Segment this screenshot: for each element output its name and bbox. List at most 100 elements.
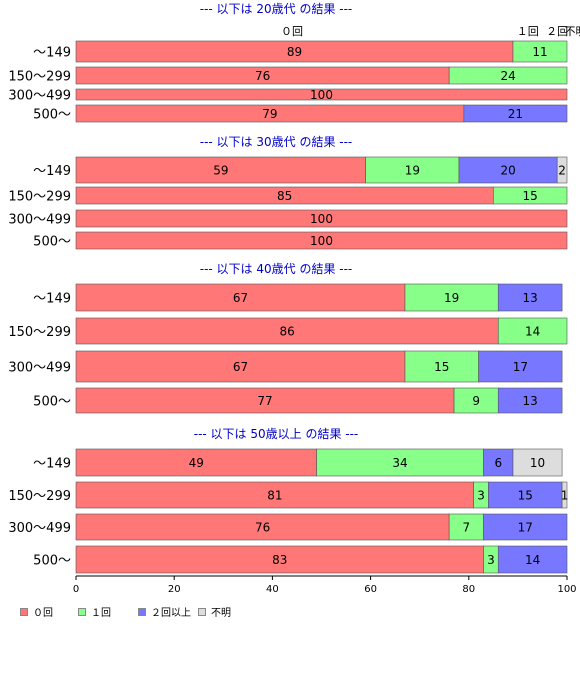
row-label: 150～299 [8, 489, 71, 504]
legend-label-0: ０回 [33, 608, 53, 619]
bar-segment [488, 481, 563, 509]
bar-value-label: 67 [233, 360, 248, 374]
row-label: 300～499 [8, 521, 71, 536]
bar-segment [497, 317, 568, 345]
bar-segment [75, 283, 406, 312]
row-label: ～149 [33, 292, 71, 307]
bar-value-label: 100 [310, 212, 333, 226]
row-label: 500～ [33, 235, 71, 250]
bar-value-label: 21 [508, 107, 523, 121]
bar-segment [75, 317, 499, 345]
bar-segment [512, 448, 563, 477]
x-tick-label: 20 [168, 584, 181, 595]
bar-segment [556, 156, 568, 184]
row-label: ～149 [33, 164, 71, 179]
bar-value-label: 89 [287, 45, 302, 59]
bar-segment [497, 545, 568, 574]
x-tick-label: 40 [266, 584, 279, 595]
bar-value-label: 76 [255, 521, 270, 535]
row-label: 300～499 [8, 361, 71, 376]
bar-segment [75, 448, 317, 477]
bar-value-label: 7 [463, 521, 471, 535]
bar-value-label: 83 [272, 553, 287, 567]
x-tick-label: 0 [73, 584, 79, 595]
bar-segment [497, 283, 563, 312]
legend-swatch-1 [78, 607, 86, 616]
bar-value-label: 34 [392, 456, 407, 470]
bar-value-label: 77 [257, 394, 272, 408]
legend-label-1: １回 [91, 608, 111, 619]
bar-value-label: 14 [525, 553, 540, 567]
row-label: 300～499 [8, 89, 71, 104]
bar-value-label: 85 [277, 189, 292, 203]
row-label: 150～299 [8, 190, 71, 205]
bar-segment [483, 513, 568, 541]
row-label: 150～299 [8, 325, 71, 340]
legend-swatch-3 [198, 607, 206, 616]
bar-value-label: 15 [434, 360, 449, 374]
bar-segment [75, 156, 366, 184]
bar-segment [478, 350, 563, 383]
legend-item-2: ２回以上 [138, 604, 191, 619]
bar-segment [463, 104, 568, 123]
legend-item-3: 不明 [198, 604, 231, 619]
row-label: 500～ [33, 554, 71, 569]
bar-value-label: 100 [310, 88, 333, 102]
x-tick-label: 100 [557, 584, 576, 595]
bar-value-label: 6 [494, 456, 502, 470]
bar-value-label: 81 [267, 489, 282, 503]
row-label: 500～ [33, 108, 71, 123]
bar-segment [497, 387, 563, 414]
x-tick-label: 80 [462, 584, 475, 595]
bar-value-label: 11 [532, 45, 547, 59]
bar-value-label: 10 [530, 456, 545, 470]
top-header-0: ０回 [281, 25, 303, 38]
bar-value-label: 17 [513, 360, 528, 374]
bar-value-label: 15 [518, 489, 533, 503]
bar-segment [448, 66, 568, 85]
bar-segment [75, 88, 568, 101]
top-header-1: １回 [517, 25, 539, 38]
group-title-0: --- 以下は 20歳代 の結果 --- [200, 2, 353, 16]
bar-segment [561, 481, 568, 509]
bar-value-label: 14 [525, 325, 540, 339]
bar-value-label: 9 [472, 394, 480, 408]
group-title-1: --- 以下は 30歳代 の結果 --- [200, 135, 353, 149]
row-label: 500～ [33, 395, 71, 410]
bar-segment [75, 209, 568, 228]
row-label: ～149 [33, 457, 71, 472]
bar-segment [75, 513, 450, 541]
bar-value-label: 2 [558, 164, 566, 178]
bar-segment [75, 387, 455, 414]
bar-segment [365, 156, 460, 184]
bar-value-label: 49 [189, 456, 204, 470]
row-label: 300～499 [8, 213, 71, 228]
bar-segment [493, 186, 568, 205]
x-tick-label: 60 [364, 584, 377, 595]
bar-value-label: 3 [477, 489, 485, 503]
bar-value-label: 86 [279, 325, 294, 339]
bar-value-label: 20 [500, 164, 515, 178]
bar-segment [404, 350, 479, 383]
top-header-3: 不明 [565, 25, 580, 38]
bar-value-label: 79 [262, 107, 277, 121]
legend-item-0: ０回 [20, 604, 53, 619]
bar-value-label: 15 [523, 189, 538, 203]
bar-value-label: 17 [518, 521, 533, 535]
legend-label-3: 不明 [211, 608, 231, 619]
bar-value-label: 13 [523, 291, 538, 305]
bar-segment [453, 387, 499, 414]
bar-segment [75, 481, 475, 509]
legend-swatch-2 [138, 607, 146, 616]
top-header-2: ２回 [546, 25, 568, 38]
bar-value-label: 24 [500, 69, 515, 83]
bar-value-label: 3 [487, 553, 495, 567]
bar-segment [75, 231, 568, 250]
bar-segment [75, 545, 484, 574]
bar-segment [75, 350, 406, 383]
legend-label-2: ２回以上 [151, 608, 191, 619]
row-label: 150～299 [8, 70, 71, 85]
bar-value-label: 76 [255, 69, 270, 83]
bar-segment [512, 40, 568, 63]
